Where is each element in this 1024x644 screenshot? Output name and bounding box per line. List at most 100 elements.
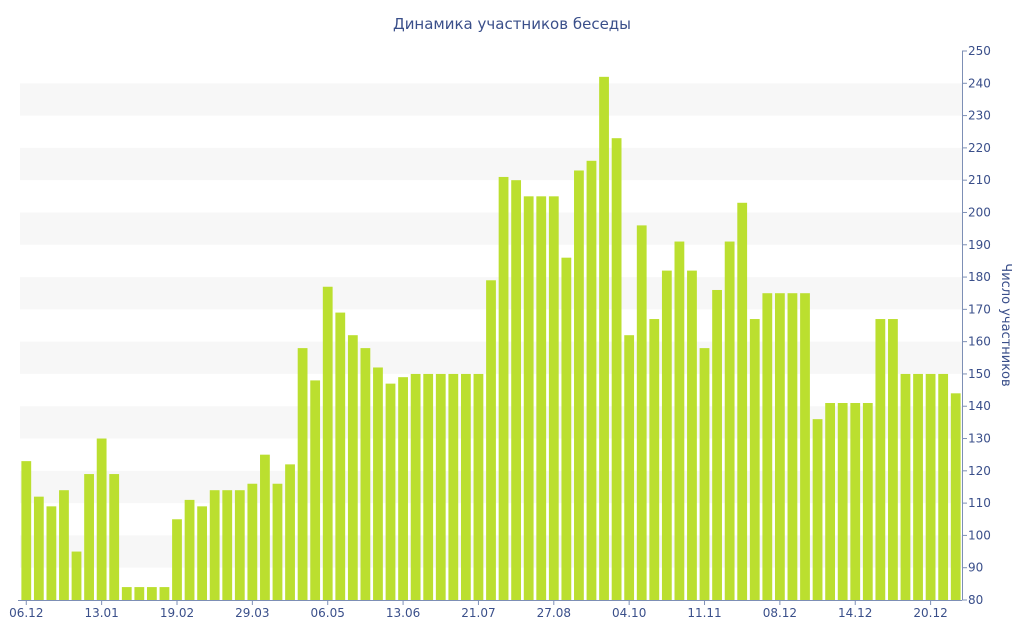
bar [373,367,383,600]
grid-band [20,212,962,245]
bar [523,196,534,600]
bar [511,180,522,601]
x-axis: 06.12 13.01 19.02 29.03 06.05 13.06 21.07 27.08… [9,600,962,620]
bar [184,499,195,600]
bar [925,373,936,600]
bar [360,348,371,600]
bar [900,373,911,600]
bar [297,348,308,600]
x-tick-label: 27.08 [537,606,571,620]
bar [636,225,647,600]
bar [247,483,258,600]
y-tick-label: 230 [968,109,991,123]
y-tick-label: 170 [968,302,991,316]
y-tick-label: 160 [968,335,991,349]
bar [460,373,471,600]
bar [574,170,584,601]
bar [649,319,660,600]
bar [548,196,559,600]
y-tick-label: 140 [968,399,991,413]
bar [875,319,886,600]
bar [398,377,408,600]
bar [172,519,182,600]
bar [599,76,609,600]
y-tick-label: 180 [968,270,991,284]
bar [762,293,773,600]
y-tick-label: 190 [968,238,991,252]
bar [774,293,785,600]
bar [84,474,94,600]
y-tick-label: 200 [968,205,991,219]
bar [121,587,132,600]
bar [938,373,949,600]
chart-title: Динамика участников беседы [393,15,631,33]
bar [674,241,685,601]
bar [611,138,622,600]
y-axis-label: Число участников [998,263,1013,386]
x-tick-label: 21.07 [461,606,495,620]
bar [71,551,82,600]
bar [913,373,923,600]
y-tick-label: 240 [968,76,991,90]
x-tick-label: 13.01 [84,606,118,620]
bar [888,319,898,600]
bar [285,464,295,600]
y-tick-label: 250 [968,44,991,58]
y-tick-label: 80 [968,593,983,607]
bar [486,280,496,600]
y-tick-label: 110 [968,496,991,510]
y-tick-label: 90 [968,561,983,575]
bar [825,403,836,600]
bar [850,403,861,600]
bar [724,241,735,601]
bar [699,348,710,600]
bar [536,196,547,600]
bar [661,270,672,600]
y-tick-label: 220 [968,141,991,155]
x-tick-label: 06.05 [311,606,345,620]
bar [950,393,961,600]
bar [712,289,722,600]
y-tick-label: 210 [968,173,991,187]
bar [561,257,572,600]
bar [146,587,157,600]
x-tick-label: 29.03 [235,606,269,620]
bar [222,490,233,600]
bar [322,286,333,600]
bar [234,490,245,600]
x-tick-label: 08.12 [763,606,797,620]
bar [310,380,321,600]
bars [21,76,961,601]
bar [749,319,760,600]
bar [260,454,270,600]
bar [800,293,810,600]
bar [46,506,57,600]
bar [21,461,32,600]
x-tick-label: 13.06 [386,606,420,620]
x-tick-label: 20.12 [913,606,947,620]
bar [812,419,823,600]
bar [498,176,509,600]
bar [473,373,484,600]
bar [335,312,346,600]
bar [385,383,396,600]
bar [59,490,69,600]
bar [109,474,120,600]
bar [272,483,283,600]
grid-band [20,83,962,116]
bar [33,496,44,600]
y-tick-label: 150 [968,367,991,381]
bar [687,270,697,600]
x-tick-label: 04.10 [612,606,646,620]
bar [737,202,748,600]
bar [586,160,597,601]
bar [435,373,446,600]
bar [209,490,220,600]
bar [624,335,635,600]
bar [837,403,848,600]
bar [197,506,208,600]
bar [448,373,459,600]
y-tick-label: 130 [968,432,991,446]
